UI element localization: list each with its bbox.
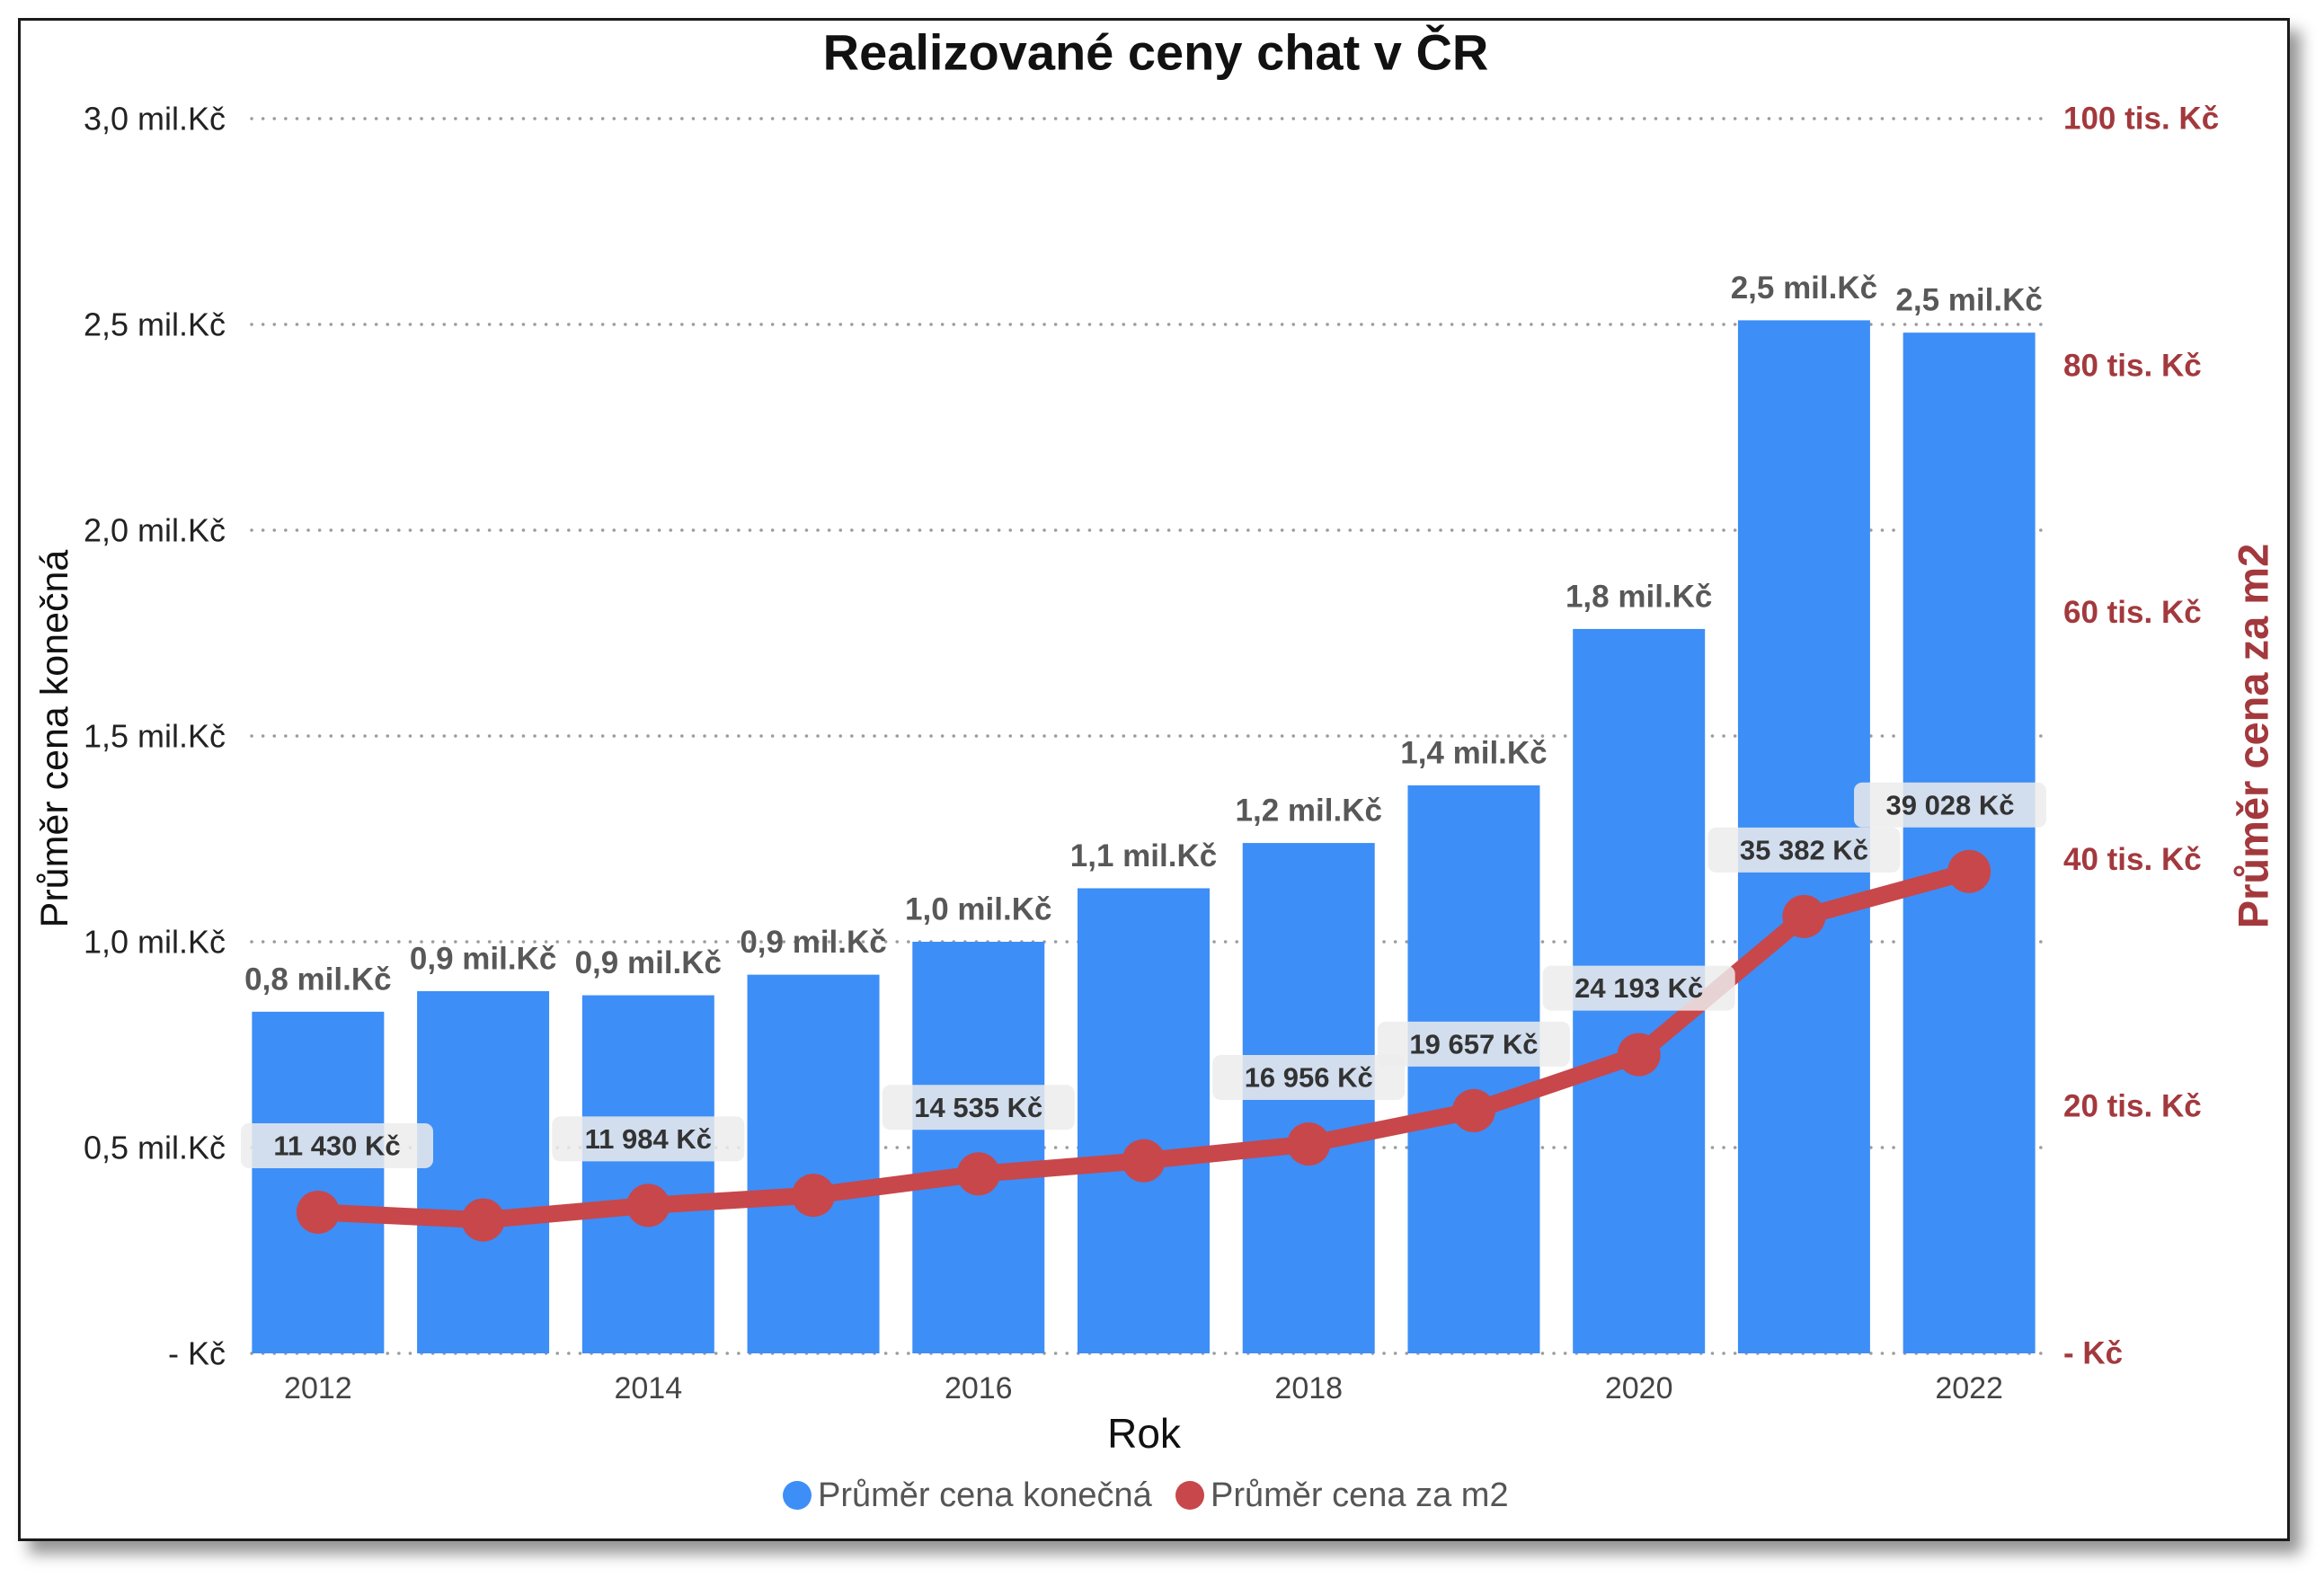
- bar-value-label: 0,9 mil.Kč: [740, 925, 886, 960]
- bar: [417, 990, 550, 1353]
- line-point: [461, 1198, 505, 1242]
- y-left-axis: - Kč 0,5 mil.Kč 1,0 mil.Kč 1,5 mil.Kč 2,0 mi…: [84, 101, 226, 1372]
- bar-value-label: 0,9 mil.Kč: [410, 941, 556, 976]
- point-label-text: 14 535 Kč: [914, 1092, 1042, 1123]
- x-tick-label: 2012: [284, 1371, 352, 1405]
- line-value-labels: 11 430 Kč 11 984 Kč 14 535 Kč 16 956 Kč 19 6…: [241, 782, 2046, 1168]
- legend-label: Průměr cena konečná: [818, 1476, 1153, 1514]
- y-right-tick-label: 20 tis. Kč: [2063, 1089, 2202, 1124]
- line-point: [1617, 1033, 1661, 1077]
- point-label-box: [1854, 782, 2046, 828]
- bar: [581, 995, 714, 1353]
- line-point: [296, 1190, 340, 1234]
- bar: [1407, 785, 1540, 1353]
- point-value-label: 14 535 Kč: [882, 1085, 1075, 1130]
- y-right-tick-label: 60 tis. Kč: [2063, 595, 2202, 630]
- x-axis-title: Rok: [1107, 1410, 1182, 1457]
- line-points: [296, 849, 1991, 1242]
- combo-chart: Realizované ceny chat v ČR 0,8 mil.Kč 0,9…: [33, 24, 2277, 1515]
- point-value-label: 19 657 Kč: [1377, 1021, 1570, 1067]
- point-label-text: 11 430 Kč: [273, 1130, 400, 1161]
- bar-value-label: 1,1 mil.Kč: [1070, 838, 1217, 873]
- line-point: [1287, 1122, 1331, 1166]
- legend-label: Průměr cena za m2: [1211, 1476, 1509, 1514]
- point-label-box: [241, 1122, 433, 1168]
- y-right-tick-label: 80 tis. Kč: [2063, 348, 2202, 383]
- legend-swatch-dot: [1175, 1481, 1204, 1510]
- bar-value-label: 2,5 mil.Kč: [1895, 283, 2042, 318]
- point-value-label: 35 382 Kč: [1708, 827, 1901, 873]
- y-right-tick-label: - Kč: [2063, 1336, 2123, 1371]
- x-tick-label: 2014: [614, 1371, 682, 1405]
- point-value-label: 24 193 Kč: [1542, 965, 1735, 1011]
- bar-value-label: 1,8 mil.Kč: [1566, 579, 1712, 614]
- point-label-text: 39 028 Kč: [1885, 789, 2014, 820]
- bar-value-label: 0,9 mil.Kč: [575, 945, 722, 980]
- point-value-label: 11 984 Kč: [552, 1116, 745, 1162]
- x-tick-label: 2018: [1274, 1371, 1343, 1405]
- point-label-box: [1377, 1021, 1570, 1067]
- y-right-axis-title: Průměr cena za m2: [2230, 544, 2277, 928]
- line-point: [626, 1184, 670, 1228]
- bar: [747, 974, 880, 1353]
- bar-value-labels: 0,8 mil.Kč 0,9 mil.Kč 0,9 mil.Kč 0,9 mil.Kč…: [244, 270, 2043, 997]
- point-label-text: 16 956 Kč: [1245, 1062, 1373, 1094]
- point-label-box: [552, 1116, 745, 1162]
- point-value-label: 11 430 Kč: [241, 1122, 433, 1168]
- bar: [1078, 888, 1210, 1353]
- point-label-box: [1708, 827, 1901, 873]
- point-label-text: 24 193 Kč: [1574, 972, 1703, 1004]
- bar-value-label: 2,5 mil.Kč: [1731, 270, 1877, 306]
- y-right-tick-label: 40 tis. Kč: [2063, 842, 2202, 877]
- point-value-label: 16 956 Kč: [1212, 1055, 1406, 1101]
- bar-value-label: 1,0 mil.Kč: [905, 892, 1051, 927]
- bar: [252, 1011, 385, 1353]
- x-axis: 2012 2014 2016 2018 2020 2022: [284, 1371, 2003, 1405]
- y-left-tick-label: 2,0 mil.Kč: [84, 512, 226, 549]
- y-left-tick-label: 1,0 mil.Kč: [84, 924, 226, 961]
- point-label-box: [882, 1085, 1075, 1130]
- y-left-axis-title: Průměr cena konečná: [33, 550, 76, 928]
- y-left-tick-label: 2,5 mil.Kč: [84, 306, 226, 343]
- x-tick-label: 2022: [1935, 1371, 2003, 1405]
- line-point: [1451, 1088, 1495, 1132]
- point-label-text: 19 657 Kč: [1409, 1028, 1538, 1059]
- chart-frame: Realizované ceny chat v ČR 0,8 mil.Kč 0,9…: [18, 18, 2290, 1541]
- chart-title: Realizované ceny chat v ČR: [823, 24, 1489, 81]
- bar: [1903, 332, 2036, 1353]
- legend: Průměr cena konečná Průměr cena za m2: [783, 1476, 1509, 1514]
- y-left-tick-label: 0,5 mil.Kč: [84, 1130, 226, 1166]
- x-tick-label: 2020: [1605, 1371, 1673, 1405]
- line-point: [1122, 1139, 1166, 1183]
- y-left-tick-label: 3,0 mil.Kč: [84, 101, 226, 137]
- point-label-box: [1542, 965, 1735, 1011]
- point-label-text: 11 984 Kč: [585, 1123, 712, 1155]
- legend-swatch-dot: [783, 1481, 812, 1510]
- line-point: [1782, 894, 1826, 938]
- bar: [912, 942, 1045, 1353]
- x-tick-label: 2016: [945, 1371, 1013, 1405]
- bar-value-label: 1,2 mil.Kč: [1236, 793, 1382, 829]
- y-right-axis: - Kč 20 tis. Kč 40 tis. Kč 60 tis. Kč 80 tis…: [2063, 102, 2219, 1371]
- point-label-box: [1212, 1055, 1406, 1101]
- bar-value-label: 1,4 mil.Kč: [1400, 735, 1547, 770]
- line-point: [956, 1152, 1000, 1196]
- legend-item-bar-series: Průměr cena konečná: [783, 1476, 1153, 1514]
- legend-item-line-series: Průměr cena za m2: [1175, 1476, 1509, 1514]
- line-point: [792, 1174, 836, 1218]
- line-point: [1947, 849, 1991, 893]
- y-left-tick-label: - Kč: [168, 1335, 226, 1372]
- y-left-tick-label: 1,5 mil.Kč: [84, 718, 226, 755]
- point-label-text: 35 382 Kč: [1740, 834, 1868, 865]
- y-right-tick-label: 100 tis. Kč: [2063, 102, 2219, 137]
- point-value-label: 39 028 Kč: [1854, 782, 2046, 828]
- bar-value-label: 0,8 mil.Kč: [244, 962, 391, 997]
